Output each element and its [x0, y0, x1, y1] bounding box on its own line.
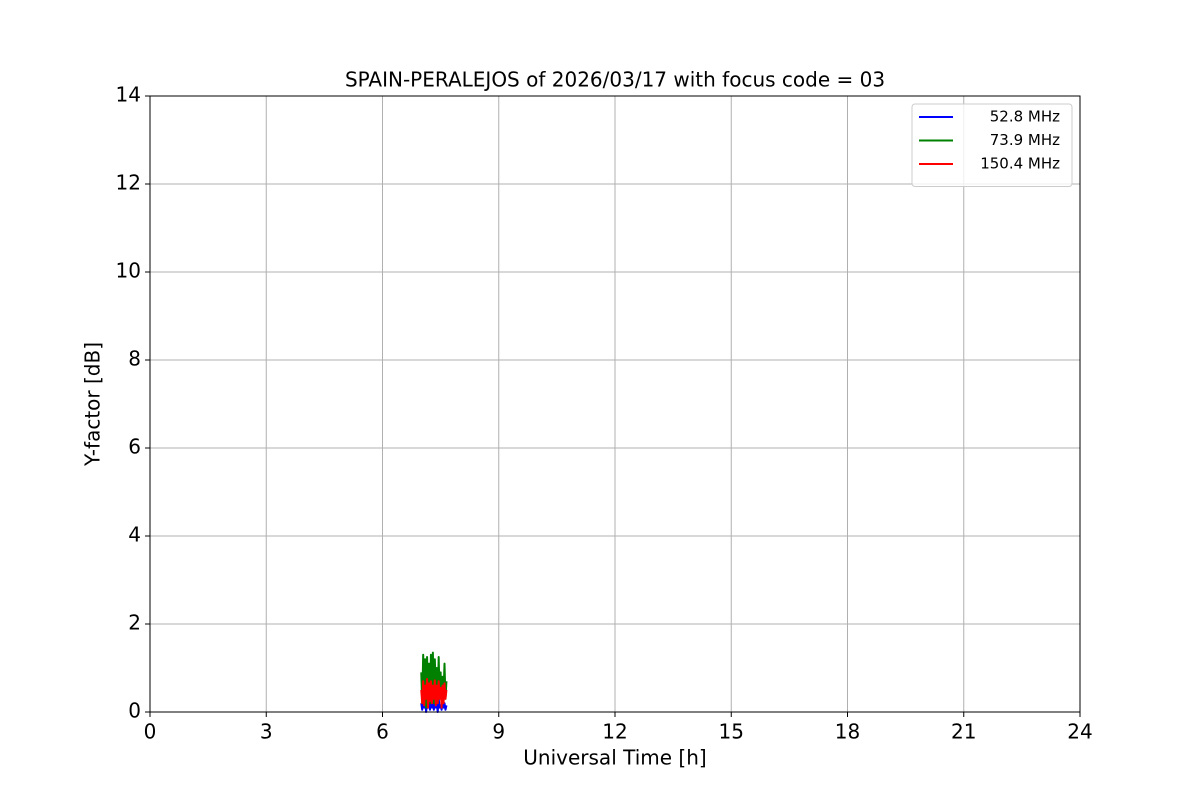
- plot-frame: [149, 95, 1081, 713]
- chart-title: SPAIN-PERALEJOS of 2026/03/17 with focus…: [345, 68, 885, 92]
- y-tick-label: 2: [128, 611, 141, 635]
- x-axis-label: Universal Time [h]: [523, 746, 706, 770]
- x-tick-label: 3: [260, 720, 273, 744]
- series-line: [420, 678, 448, 709]
- legend-label: 150.4 MHz: [980, 155, 1060, 173]
- y-tick-label: 6: [128, 435, 141, 459]
- x-tick-label: 15: [719, 720, 744, 744]
- legend-label: 73.9 MHz: [990, 131, 1060, 149]
- y-tick-label: 10: [116, 259, 141, 283]
- x-tick-label: 9: [492, 720, 505, 744]
- x-tick-label: 24: [1067, 720, 1092, 744]
- x-tick-label: 18: [835, 720, 860, 744]
- legend-label: 52.8 MHz: [990, 108, 1060, 126]
- y-axis-label: Y-factor [dB]: [81, 342, 105, 467]
- legend-box: [911, 103, 1073, 187]
- y-tick-label: 4: [128, 523, 141, 547]
- y-tick-label: 12: [116, 171, 141, 195]
- x-tick-label: 0: [144, 720, 157, 744]
- x-tick-label: 12: [602, 720, 627, 744]
- x-tick-label: 21: [951, 720, 976, 744]
- y-tick-label: 0: [128, 699, 141, 723]
- y-tick-label: 8: [128, 347, 141, 371]
- legend: 52.8 MHz 73.9 MHz 150.4 MHz: [911, 103, 1073, 187]
- x-tick-label: 6: [376, 720, 389, 744]
- y-tick-label: 14: [116, 83, 141, 107]
